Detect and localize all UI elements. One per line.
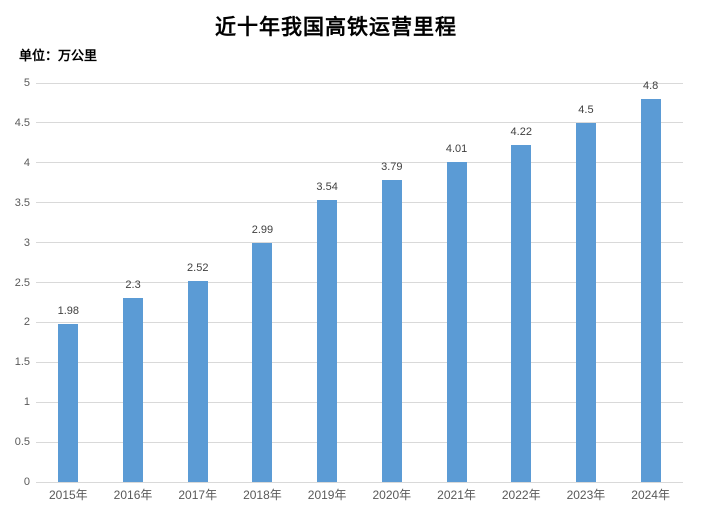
gridline bbox=[36, 401, 683, 403]
bar bbox=[575, 122, 596, 482]
bar bbox=[381, 179, 402, 482]
x-tick-label: 2023年 bbox=[566, 488, 606, 502]
y-tick-label: 2 bbox=[23, 316, 30, 329]
gridline bbox=[36, 162, 683, 164]
x-tick-label: 2016年 bbox=[113, 488, 153, 502]
gridline bbox=[36, 82, 683, 84]
bar-value-label: 3.79 bbox=[381, 160, 403, 173]
x-tick-label: 2019年 bbox=[307, 488, 347, 502]
bar-value-label: 2.99 bbox=[251, 224, 274, 237]
bar bbox=[123, 298, 144, 482]
y-tick-label: 4.5 bbox=[14, 116, 30, 129]
bar-value-label: 1.98 bbox=[57, 304, 80, 317]
bar-value-label: 4.01 bbox=[445, 143, 468, 155]
gridline bbox=[36, 202, 683, 204]
gridline bbox=[36, 242, 683, 244]
x-tick-label: 2021年 bbox=[437, 488, 476, 502]
x-tick-label: 2024年 bbox=[631, 488, 670, 502]
y-axis: 0 0.5 1 1.5 2 2.5 3 3.5 4 4.5 5 bbox=[0, 77, 30, 488]
bar bbox=[511, 145, 532, 482]
y-tick-label: 0 bbox=[23, 476, 30, 488]
y-tick-label: 0.5 bbox=[14, 436, 30, 449]
bar-value-label: 3.54 bbox=[316, 180, 338, 193]
x-tick-label: 2015年 bbox=[48, 488, 88, 502]
y-tick-label: 1.5 bbox=[14, 356, 30, 369]
y-tick-label: 3.5 bbox=[14, 196, 30, 209]
gridline bbox=[36, 361, 683, 363]
x-tick-label: 2022年 bbox=[501, 488, 541, 502]
plot-area: 1.98 2.3 2.52 2.99 3.54 3.79 4.01 4.22 4.5 4.8 bbox=[36, 80, 683, 483]
gridline bbox=[36, 282, 683, 283]
x-tick-label: 2018年 bbox=[243, 488, 282, 502]
bar-value-label: 2.3 bbox=[125, 279, 141, 292]
bar bbox=[58, 324, 79, 482]
bar-value-label: 4.22 bbox=[510, 126, 532, 139]
bar-value-label: 4.5 bbox=[578, 103, 594, 116]
y-tick-label: 5 bbox=[23, 77, 30, 89]
gridline bbox=[36, 122, 683, 124]
bar bbox=[317, 199, 338, 482]
chart-title: 近十年我国高铁运营里程 bbox=[215, 14, 457, 39]
unit-label: 单位：万公里 bbox=[19, 48, 98, 63]
y-tick-label: 4 bbox=[23, 156, 30, 169]
y-tick-label: 2.5 bbox=[14, 276, 30, 289]
x-axis: 2015年 2016年 2017年 2018年 2019年 2020年 2021年 2022年… bbox=[36, 487, 683, 507]
y-tick-label: 1 bbox=[23, 396, 30, 409]
gridline bbox=[36, 441, 683, 443]
x-tick-label: 2017年 bbox=[178, 488, 218, 502]
bar bbox=[446, 162, 467, 482]
y-tick-label: 3 bbox=[23, 236, 30, 249]
gridline bbox=[36, 321, 683, 323]
bar bbox=[187, 280, 208, 482]
bar-value-label: 2.52 bbox=[187, 261, 209, 274]
bar-value-label: 4.8 bbox=[642, 79, 659, 92]
bar bbox=[640, 98, 661, 482]
x-tick-label: 2020年 bbox=[372, 488, 412, 502]
gridline bbox=[36, 481, 683, 483]
bar bbox=[252, 243, 273, 482]
